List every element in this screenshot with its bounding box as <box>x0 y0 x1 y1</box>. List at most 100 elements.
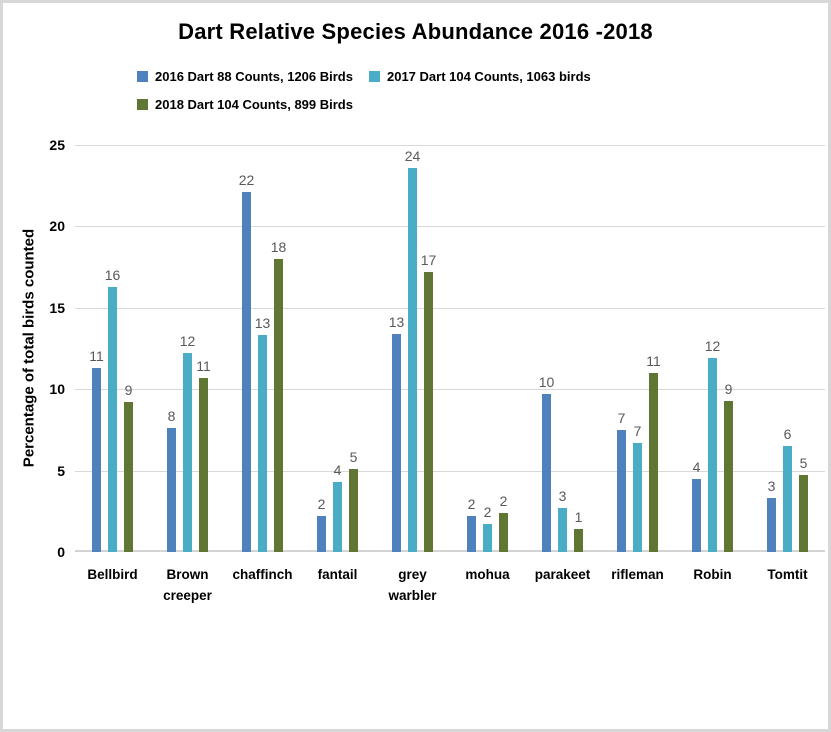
bar-value-label: 12 <box>179 333 196 350</box>
bar-value-label: 2 <box>499 492 508 509</box>
bar-value-label: 1 <box>574 509 583 526</box>
bar: 3 <box>558 488 567 552</box>
x-category-label: fantail <box>317 567 358 582</box>
bar: 11 <box>646 353 661 552</box>
bar: 4 <box>692 459 701 552</box>
gridline <box>75 226 825 227</box>
bar-value-label: 18 <box>270 238 287 255</box>
bar-value-label: 13 <box>388 313 405 330</box>
bar-group: 11 16 9 <box>75 145 150 552</box>
bar: 5 <box>799 455 808 552</box>
bar: 2 <box>317 496 326 552</box>
x-category-label: Bellbird <box>87 567 138 582</box>
legend-swatch-2016 <box>137 71 148 82</box>
legend-swatch-2018 <box>137 99 148 110</box>
bar: 2 <box>499 493 508 552</box>
bar-value-label: 22 <box>238 172 255 189</box>
bar-value-label: 3 <box>767 478 776 495</box>
bar-value-label: 7 <box>633 422 642 439</box>
bar: 12 <box>180 333 195 552</box>
x-category-label: parakeet <box>534 567 591 582</box>
bar: 10 <box>539 374 554 552</box>
bar-value-label: 4 <box>333 462 342 478</box>
legend-label-2016: 2016 Dart 88 Counts, 1206 Birds <box>155 69 353 84</box>
y-tick-label: 20 <box>49 218 65 235</box>
bar-group: 7 7 11 <box>600 145 675 552</box>
gridline <box>75 389 825 390</box>
bar-group: 13 24 17 <box>375 145 450 552</box>
bar-value-label: 13 <box>254 315 271 332</box>
bar-value-label: 17 <box>420 251 437 268</box>
bar: 17 <box>421 252 436 552</box>
y-tick-label: 5 <box>57 462 65 479</box>
bar: 9 <box>124 382 133 552</box>
y-tick-label: 10 <box>49 381 65 398</box>
bar: 22 <box>239 172 254 552</box>
bar-value-label: 12 <box>704 338 721 355</box>
legend-label-2017: 2017 Dart 104 Counts, 1063 birds <box>386 69 591 84</box>
bar: 13 <box>389 314 404 552</box>
bar: 24 <box>405 148 420 552</box>
bar-value-label: 2 <box>483 504 492 521</box>
y-tick-label: 25 <box>49 137 65 153</box>
bar: 12 <box>705 338 720 552</box>
legend-item-2016: 2016 Dart 88 Counts, 1206 Birds <box>137 69 353 84</box>
legend: 2016 Dart 88 Counts, 1206 Birds 2017 Dar… <box>137 69 591 125</box>
bar-group: 8 12 11 <box>150 145 225 552</box>
bar-value-label: 9 <box>724 380 733 397</box>
bar: 18 <box>271 239 286 552</box>
bar-value-label: 11 <box>646 352 661 369</box>
x-axis-baseline <box>75 550 825 552</box>
x-axis-category-labels: Bellbird Brown creeper chaffinch fantail gre… <box>75 564 825 606</box>
bar: 3 <box>767 478 776 552</box>
chart-title: Dart Relative Species Abundance 2016 -20… <box>178 19 653 44</box>
x-category-label: Robin <box>693 567 732 582</box>
bar-value-label: 2 <box>317 496 326 513</box>
bar-value-label: 7 <box>617 409 626 426</box>
bar-group: 10 3 1 <box>525 145 600 552</box>
x-category-label: Brown creeper <box>163 567 212 603</box>
bar: 8 <box>167 408 176 552</box>
bar-value-label: 2 <box>467 496 476 513</box>
bar: 11 <box>89 348 104 552</box>
bar: 7 <box>617 410 626 552</box>
bar-value-label: 5 <box>349 448 358 465</box>
gridline <box>75 308 825 309</box>
bar: 2 <box>467 496 476 552</box>
legend-item-2018: 2018 Dart 104 Counts, 899 Birds <box>137 97 353 112</box>
bar-value-label: 8 <box>167 408 176 425</box>
bar-group: 4 12 9 <box>675 145 750 552</box>
bar-value-label: 3 <box>558 488 567 505</box>
x-category-label: rifleman <box>611 567 664 582</box>
bar: 5 <box>349 449 358 552</box>
legend-row-2: 2018 Dart 104 Counts, 899 Birds <box>137 97 591 112</box>
gridline <box>75 145 825 146</box>
bar: 2 <box>483 504 492 552</box>
bar-value-label: 9 <box>124 382 133 399</box>
y-tick-label: 15 <box>49 299 65 316</box>
x-category-label: Tomtit <box>767 567 808 582</box>
bar: 6 <box>783 426 792 552</box>
x-category-label: grey warbler <box>388 567 437 603</box>
bar: 13 <box>255 315 270 552</box>
bar-groups: 11 16 9 8 12 11 22 13 18 2 4 5 13 24 17 2 2 2 10 3 1 7 7 11 4 12 9… <box>75 145 825 552</box>
legend-item-2017: 2017 Dart 104 Counts, 1063 birds <box>368 69 591 84</box>
legend-row-1: 2016 Dart 88 Counts, 1206 Birds 2017 Dar… <box>137 69 591 84</box>
gridline <box>75 471 825 472</box>
plot-area: 11 16 9 8 12 11 22 13 18 2 4 5 13 24 17 2 2 2 10 3 1 7 7 11 4 12 9… <box>75 145 825 552</box>
bar-value-label: 6 <box>783 426 792 443</box>
bar-value-label: 10 <box>538 374 555 391</box>
legend-label-2018: 2018 Dart 104 Counts, 899 Birds <box>155 97 353 112</box>
legend-swatch-2017 <box>368 71 380 82</box>
bar: 7 <box>633 423 642 552</box>
bar-value-label: 16 <box>104 266 121 283</box>
bar: 16 <box>105 267 120 552</box>
bar: 11 <box>196 358 211 552</box>
bar-value-label: 4 <box>692 458 701 475</box>
bar-value-label: 11 <box>196 357 211 374</box>
x-category-label: mohua <box>465 567 510 582</box>
y-tick-label: 0 <box>57 544 65 560</box>
